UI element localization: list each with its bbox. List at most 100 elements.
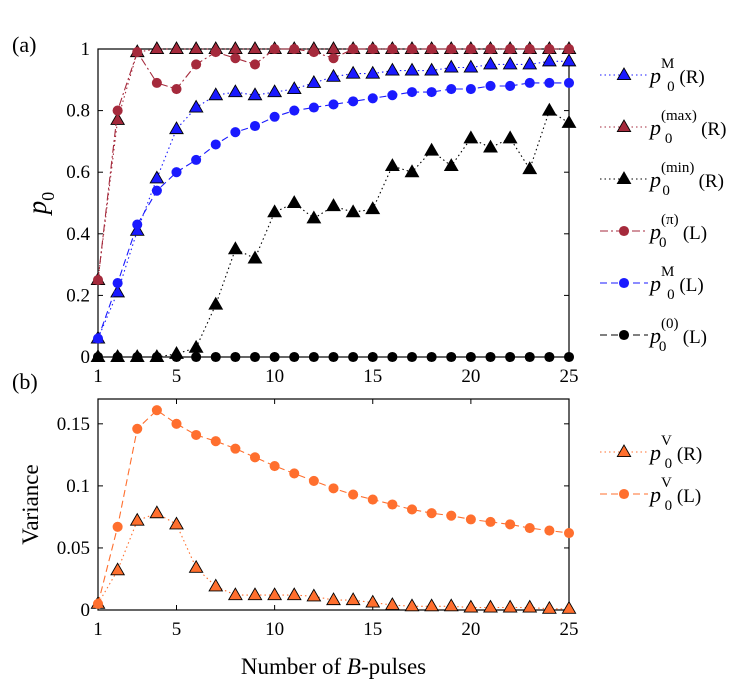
data-point xyxy=(247,87,263,101)
data-point xyxy=(384,62,400,76)
data-point xyxy=(424,142,440,156)
x-tick-label: 10 xyxy=(265,619,284,640)
data-point xyxy=(367,93,378,104)
data-point xyxy=(308,102,319,113)
data-point xyxy=(384,158,400,172)
data-point xyxy=(306,74,322,88)
series-1 xyxy=(90,505,577,614)
legend-label-main: p xyxy=(648,482,661,507)
data-point xyxy=(110,562,126,576)
data-point xyxy=(92,333,104,344)
data-point xyxy=(387,499,398,510)
data-point xyxy=(132,47,143,58)
data-point xyxy=(227,241,243,255)
data-point xyxy=(132,423,143,434)
x-tick-label: 10 xyxy=(265,366,284,387)
legend-entry: p(min) 0 (R) xyxy=(600,160,724,199)
data-point xyxy=(522,56,538,70)
x-tick-label: 1 xyxy=(93,619,103,640)
series-3 xyxy=(90,102,577,362)
data-point xyxy=(404,598,420,612)
data-point xyxy=(227,587,243,601)
legend-label-tag: (L) xyxy=(672,486,701,507)
data-point xyxy=(365,594,381,608)
y-tick-label: 0.8 xyxy=(66,101,90,122)
y-tick-label: 0 xyxy=(81,600,91,621)
series-4 xyxy=(92,43,575,286)
data-point xyxy=(151,351,162,363)
legend-label: pM 0 (R) xyxy=(648,56,705,95)
data-point xyxy=(561,115,577,128)
data-point xyxy=(112,521,123,532)
data-point xyxy=(149,505,165,519)
data-point xyxy=(92,274,104,286)
data-point xyxy=(328,483,339,494)
legend-marker xyxy=(618,488,630,500)
data-point xyxy=(563,528,575,539)
series-line xyxy=(97,48,569,281)
data-point xyxy=(191,59,202,70)
data-point xyxy=(230,351,241,363)
data-point xyxy=(188,559,204,573)
data-point xyxy=(524,43,535,55)
data-point xyxy=(308,47,319,58)
data-point xyxy=(365,65,381,79)
x-tick-label: 20 xyxy=(461,366,480,387)
data-point xyxy=(485,80,496,91)
data-point xyxy=(269,351,280,363)
data-point xyxy=(367,494,378,505)
x-axis-label: Number of B-pulses xyxy=(241,654,426,679)
data-point xyxy=(424,62,440,76)
legend-label-main: p xyxy=(648,440,661,465)
legend-label-sup: (π) xyxy=(661,212,679,228)
data-point xyxy=(446,351,457,363)
y-tick-label: 0 xyxy=(81,347,91,368)
data-point xyxy=(443,598,459,612)
legend-label-sub: 0 xyxy=(659,339,667,355)
x-tick-label: 5 xyxy=(172,366,182,387)
data-point xyxy=(541,53,557,67)
data-point xyxy=(112,105,123,116)
data-point xyxy=(348,489,359,500)
y-axis-label: Variance xyxy=(18,464,43,544)
data-point xyxy=(247,41,263,54)
data-point xyxy=(404,164,420,178)
data-point xyxy=(230,127,241,138)
data-point xyxy=(465,84,476,95)
data-point xyxy=(129,512,145,526)
data-point xyxy=(483,139,498,153)
legend-label-sub: 0 xyxy=(665,131,673,147)
legend-label-tag: (L) xyxy=(678,327,707,348)
legend-label-sup: M xyxy=(661,56,674,72)
data-point xyxy=(92,598,104,609)
legend-label: p(0) 0 (L) xyxy=(648,316,707,355)
data-point xyxy=(188,41,204,54)
data-point xyxy=(524,351,535,363)
y-tick-label: 0.2 xyxy=(66,285,90,306)
data-point xyxy=(151,77,162,88)
data-point xyxy=(465,351,476,363)
data-point xyxy=(561,53,577,67)
x-tick-label: 15 xyxy=(363,366,382,387)
data-point xyxy=(406,43,418,55)
legend-label-tag: (R) xyxy=(696,119,726,140)
legend-label: pV 0 (L) xyxy=(648,475,701,514)
data-point xyxy=(289,351,300,363)
data-point xyxy=(446,84,457,95)
data-point xyxy=(485,351,496,363)
data-point xyxy=(188,339,204,353)
data-point xyxy=(151,405,162,416)
data-point xyxy=(289,468,300,479)
data-point xyxy=(151,185,162,196)
legend-label: pV 0 (R) xyxy=(648,433,702,472)
data-point xyxy=(289,43,300,55)
data-point xyxy=(541,600,557,614)
legend-label-tag: (R) xyxy=(694,171,724,192)
data-point xyxy=(169,516,184,530)
data-point xyxy=(191,429,202,441)
data-point xyxy=(210,139,221,150)
y-tick-label: 0.4 xyxy=(66,224,90,245)
legend-label-main: p xyxy=(648,115,661,140)
data-point xyxy=(485,516,496,527)
legend-label-tag: (L) xyxy=(678,223,707,244)
